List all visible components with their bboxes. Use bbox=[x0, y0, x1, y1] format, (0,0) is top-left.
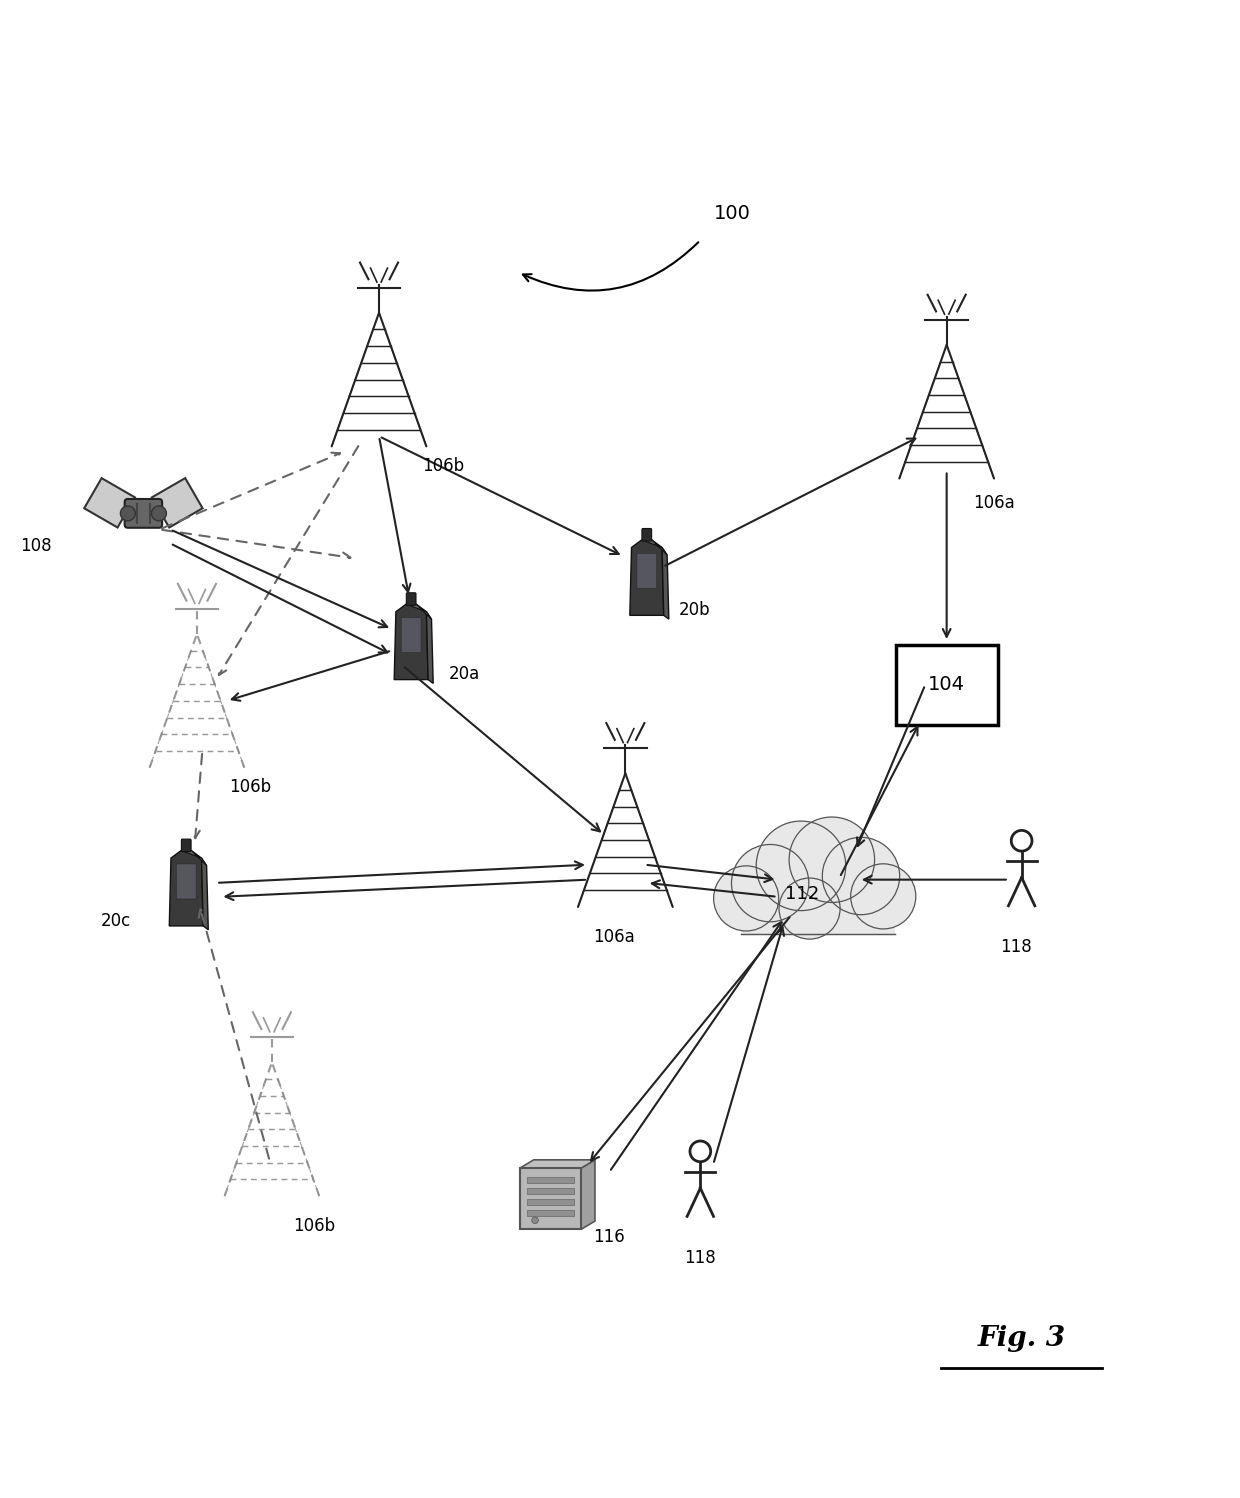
FancyArrowPatch shape bbox=[857, 688, 924, 846]
Text: 104: 104 bbox=[929, 676, 965, 694]
Polygon shape bbox=[405, 604, 432, 619]
Circle shape bbox=[151, 506, 166, 521]
FancyArrowPatch shape bbox=[382, 437, 619, 554]
FancyArrowPatch shape bbox=[192, 753, 202, 839]
FancyArrowPatch shape bbox=[523, 243, 698, 291]
FancyArrowPatch shape bbox=[226, 879, 585, 900]
Polygon shape bbox=[662, 547, 668, 619]
FancyArrowPatch shape bbox=[232, 652, 389, 701]
FancyBboxPatch shape bbox=[520, 1168, 582, 1230]
Text: 106a: 106a bbox=[593, 927, 635, 945]
Polygon shape bbox=[630, 539, 663, 616]
Circle shape bbox=[120, 506, 135, 521]
Polygon shape bbox=[394, 604, 428, 680]
Circle shape bbox=[1012, 830, 1032, 851]
FancyArrowPatch shape bbox=[714, 927, 784, 1162]
Text: Fig. 3: Fig. 3 bbox=[977, 1324, 1065, 1351]
FancyBboxPatch shape bbox=[176, 864, 196, 899]
FancyBboxPatch shape bbox=[637, 553, 657, 589]
Text: 112: 112 bbox=[785, 885, 820, 903]
Text: 116: 116 bbox=[593, 1228, 625, 1246]
Text: 20a: 20a bbox=[449, 665, 480, 683]
Text: 108: 108 bbox=[20, 536, 52, 554]
FancyArrowPatch shape bbox=[647, 864, 773, 882]
Circle shape bbox=[532, 1216, 538, 1224]
FancyBboxPatch shape bbox=[125, 499, 162, 527]
FancyBboxPatch shape bbox=[527, 1198, 574, 1204]
FancyBboxPatch shape bbox=[642, 529, 651, 541]
FancyBboxPatch shape bbox=[527, 1188, 574, 1194]
Circle shape bbox=[822, 837, 900, 915]
FancyBboxPatch shape bbox=[407, 593, 415, 605]
Polygon shape bbox=[181, 851, 207, 866]
Text: 118: 118 bbox=[684, 1249, 715, 1267]
Circle shape bbox=[689, 1141, 711, 1162]
FancyBboxPatch shape bbox=[181, 839, 191, 851]
FancyArrowPatch shape bbox=[864, 876, 1006, 884]
FancyArrowPatch shape bbox=[666, 439, 915, 566]
Text: 106b: 106b bbox=[422, 457, 464, 475]
Circle shape bbox=[713, 866, 779, 930]
Circle shape bbox=[779, 878, 839, 939]
FancyBboxPatch shape bbox=[527, 1177, 574, 1183]
FancyArrowPatch shape bbox=[404, 667, 600, 831]
Polygon shape bbox=[582, 1159, 595, 1230]
Circle shape bbox=[732, 845, 808, 921]
FancyArrowPatch shape bbox=[172, 530, 387, 628]
Polygon shape bbox=[170, 851, 203, 926]
FancyArrowPatch shape bbox=[591, 917, 790, 1161]
FancyArrowPatch shape bbox=[219, 861, 583, 882]
Circle shape bbox=[756, 821, 846, 911]
Circle shape bbox=[851, 864, 916, 929]
Circle shape bbox=[789, 816, 874, 902]
FancyArrowPatch shape bbox=[172, 545, 387, 653]
Text: 106a: 106a bbox=[973, 494, 1016, 512]
FancyBboxPatch shape bbox=[151, 478, 202, 527]
FancyArrowPatch shape bbox=[841, 727, 918, 875]
Polygon shape bbox=[520, 1159, 595, 1168]
FancyArrowPatch shape bbox=[611, 923, 781, 1170]
Polygon shape bbox=[641, 539, 667, 556]
Text: 20b: 20b bbox=[680, 601, 711, 619]
Polygon shape bbox=[427, 611, 433, 683]
FancyArrowPatch shape bbox=[198, 909, 269, 1158]
FancyBboxPatch shape bbox=[402, 617, 422, 653]
FancyArrowPatch shape bbox=[652, 881, 775, 896]
FancyArrowPatch shape bbox=[162, 452, 340, 529]
Text: 106b: 106b bbox=[294, 1216, 336, 1234]
Text: 100: 100 bbox=[714, 204, 751, 223]
FancyArrowPatch shape bbox=[162, 530, 351, 560]
Text: 20c: 20c bbox=[100, 912, 130, 930]
FancyBboxPatch shape bbox=[895, 644, 997, 725]
FancyBboxPatch shape bbox=[527, 1210, 574, 1216]
FancyArrowPatch shape bbox=[942, 473, 951, 637]
FancyArrowPatch shape bbox=[379, 439, 410, 592]
Polygon shape bbox=[202, 858, 208, 930]
Text: 118: 118 bbox=[1001, 938, 1032, 957]
FancyBboxPatch shape bbox=[84, 478, 135, 527]
Text: 106b: 106b bbox=[229, 777, 272, 795]
FancyBboxPatch shape bbox=[742, 899, 895, 935]
FancyArrowPatch shape bbox=[219, 446, 358, 676]
